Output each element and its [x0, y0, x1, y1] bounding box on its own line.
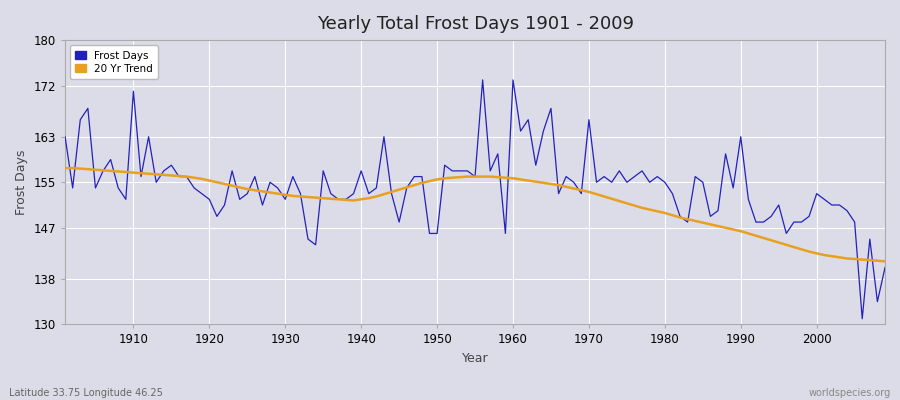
- Text: Latitude 33.75 Longitude 46.25: Latitude 33.75 Longitude 46.25: [9, 388, 163, 398]
- 20 Yr Trend: [59, 166, 70, 170]
- Frost Days: [121, 197, 131, 202]
- Legend: Frost Days, 20 Yr Trend: Frost Days, 20 Yr Trend: [70, 45, 158, 79]
- Title: Yearly Total Frost Days 1901 - 2009: Yearly Total Frost Days 1901 - 2009: [317, 15, 634, 33]
- Y-axis label: Frost Days: Frost Days: [15, 150, 28, 215]
- Frost Days: [607, 180, 617, 185]
- 20 Yr Trend: [879, 259, 890, 264]
- X-axis label: Year: Year: [462, 352, 489, 365]
- Line: 20 Yr Trend: 20 Yr Trend: [65, 168, 885, 261]
- 20 Yr Trend: [333, 197, 344, 202]
- Line: Frost Days: Frost Days: [65, 80, 885, 319]
- Frost Days: [477, 78, 488, 82]
- 20 Yr Trend: [287, 194, 298, 198]
- Frost Days: [508, 78, 518, 82]
- Frost Days: [59, 134, 70, 139]
- Frost Days: [879, 265, 890, 270]
- Frost Days: [515, 129, 526, 134]
- 20 Yr Trend: [500, 175, 511, 180]
- Frost Days: [857, 316, 868, 321]
- Frost Days: [333, 197, 344, 202]
- 20 Yr Trend: [121, 170, 131, 174]
- Frost Days: [287, 174, 298, 179]
- 20 Yr Trend: [598, 194, 609, 199]
- 20 Yr Trend: [508, 176, 518, 181]
- Text: worldspecies.org: worldspecies.org: [809, 388, 891, 398]
